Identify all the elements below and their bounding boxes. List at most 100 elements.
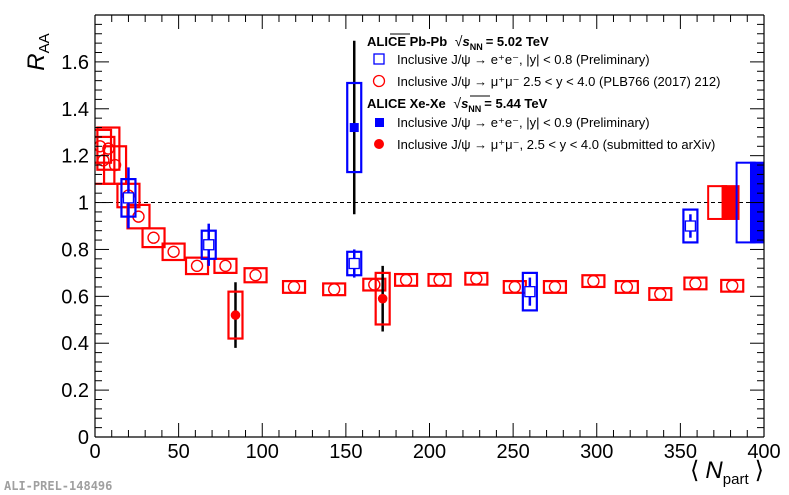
y-tick-label: 1.4 — [61, 99, 89, 121]
y-tick-label: 1.2 — [61, 146, 89, 168]
sys-error-box — [682, 208, 699, 244]
x-tick-label: 350 — [664, 441, 697, 463]
sys-error-box — [427, 272, 452, 287]
data-point — [720, 278, 745, 293]
y-tick-label: 0.8 — [61, 239, 89, 261]
legend-entry-pbpb-mumu: Inclusive J/ψ → μ⁺μ⁻ 2.5 < y < 4.0 (PLB7… — [397, 74, 720, 89]
x-tick-label: 150 — [329, 441, 362, 463]
x-tick-label: 50 — [168, 441, 190, 463]
data-point — [200, 223, 217, 266]
sys-error-box — [243, 267, 268, 284]
marker-open-square — [122, 192, 135, 204]
sys-error-box — [96, 126, 121, 171]
sys-error-box — [683, 276, 708, 291]
y-axis-title: RAA — [23, 33, 53, 70]
marker-open-square — [203, 239, 215, 251]
data-point — [102, 145, 128, 185]
data-point — [243, 267, 268, 284]
sys-error-box — [346, 250, 363, 277]
legend-header-pbpb: ALICE Pb-Pb √sNN = 5.02 TeV — [367, 33, 549, 52]
marker-open-circle — [654, 287, 667, 301]
marker-open-circle — [587, 274, 600, 288]
marker-open-circle — [470, 272, 483, 285]
marker-open-circle — [327, 283, 341, 296]
marker-open-circle — [102, 142, 115, 155]
sys-error-box — [200, 229, 217, 260]
marker-open-square — [524, 285, 536, 298]
data-point — [542, 279, 568, 294]
sys-error-box — [464, 271, 489, 286]
y-tick-label: 0.4 — [61, 333, 89, 355]
marker-open-circle — [167, 245, 180, 258]
global-uncertainty-box — [721, 185, 740, 220]
legend-marker-open-circle — [372, 74, 386, 88]
marker-open-circle — [689, 277, 702, 290]
x-axis-title: ⟨ Npart ⟩ — [690, 457, 764, 488]
legend: ALICE Pb-Pb √sNN = 5.02 TeV Inclusive J/ψ… — [367, 33, 720, 152]
y-tick-label: 0 — [78, 427, 89, 449]
marker-open-circle — [368, 278, 381, 291]
y-tick-label: 0.6 — [61, 286, 89, 308]
sys-error-box — [281, 279, 307, 294]
marker-open-circle — [433, 273, 446, 287]
y-tick-label: 1.6 — [61, 52, 89, 74]
sys-error-box — [120, 178, 137, 218]
sys-error-box — [720, 278, 745, 293]
data-point — [281, 279, 307, 294]
sys-error-box — [542, 279, 568, 294]
data-point — [322, 282, 347, 297]
marker-open-circle — [219, 259, 232, 273]
marker-open-square — [348, 257, 360, 270]
x-tick-label: 250 — [496, 441, 529, 463]
marker-open-circle — [190, 259, 204, 273]
x-tick-label: 300 — [580, 441, 613, 463]
marker-open-circle — [620, 280, 634, 294]
marker-open-circle — [108, 158, 122, 172]
data-point — [96, 126, 121, 171]
legend-header-xexe: ALICE Xe-Xe √sNN = 5.44 TeV — [367, 95, 548, 114]
marker-open-circle — [249, 269, 262, 282]
sys-error-box — [521, 271, 538, 312]
data-point — [648, 287, 673, 301]
marker-filled-circle — [377, 293, 388, 304]
y-tick-label: 0.2 — [61, 380, 89, 402]
marker-open-circle — [726, 279, 739, 292]
sys-error-box — [581, 274, 606, 289]
sys-error-box — [346, 81, 363, 174]
marker-open-circle — [508, 280, 521, 294]
marker-open-circle — [548, 280, 562, 294]
legend-entry-pbpb-ee: Inclusive J/ψ → e⁺e⁻, |y| < 0.8 (Prelimi… — [397, 52, 650, 67]
sys-error-box — [213, 257, 238, 274]
sys-error-box — [161, 242, 186, 262]
legend-marker-filled-circle — [374, 139, 384, 149]
data-point — [464, 271, 489, 286]
x-tick-label: 100 — [246, 441, 279, 463]
data-point — [141, 227, 166, 249]
data-point — [427, 272, 452, 287]
y-tick-label: 1 — [78, 193, 89, 215]
legend-entry-xexe-ee: Inclusive J/ψ → e⁺e⁻, |y| < 0.9 (Prelimi… — [397, 115, 650, 130]
legend-marker-filled-square — [375, 118, 384, 127]
data-point — [227, 282, 244, 348]
marker-open-circle — [287, 280, 301, 294]
data-point — [161, 242, 186, 262]
sys-error-box — [102, 145, 128, 185]
data-point — [184, 256, 210, 276]
sys-error-box — [227, 290, 244, 340]
data-point — [682, 208, 699, 244]
sys-error-box — [614, 279, 639, 294]
legend-entry-xexe-mumu: Inclusive J/ψ → μ⁺μ⁻, 2.5 < y < 4.0 (sub… — [397, 137, 715, 152]
data-point — [614, 279, 639, 294]
sys-error-box — [141, 227, 166, 249]
marker-filled-square — [349, 123, 359, 133]
sys-error-box — [648, 287, 673, 301]
data-point — [213, 257, 238, 274]
marker-open-circle — [147, 231, 160, 244]
marker-open-square — [684, 220, 697, 232]
legend-marker-open-square — [373, 53, 385, 65]
x-tick-label: 400 — [747, 441, 780, 463]
preliminary-watermark: ALI-PREL-148496 — [4, 479, 112, 493]
data-point — [362, 277, 387, 292]
data-point — [374, 265, 391, 332]
